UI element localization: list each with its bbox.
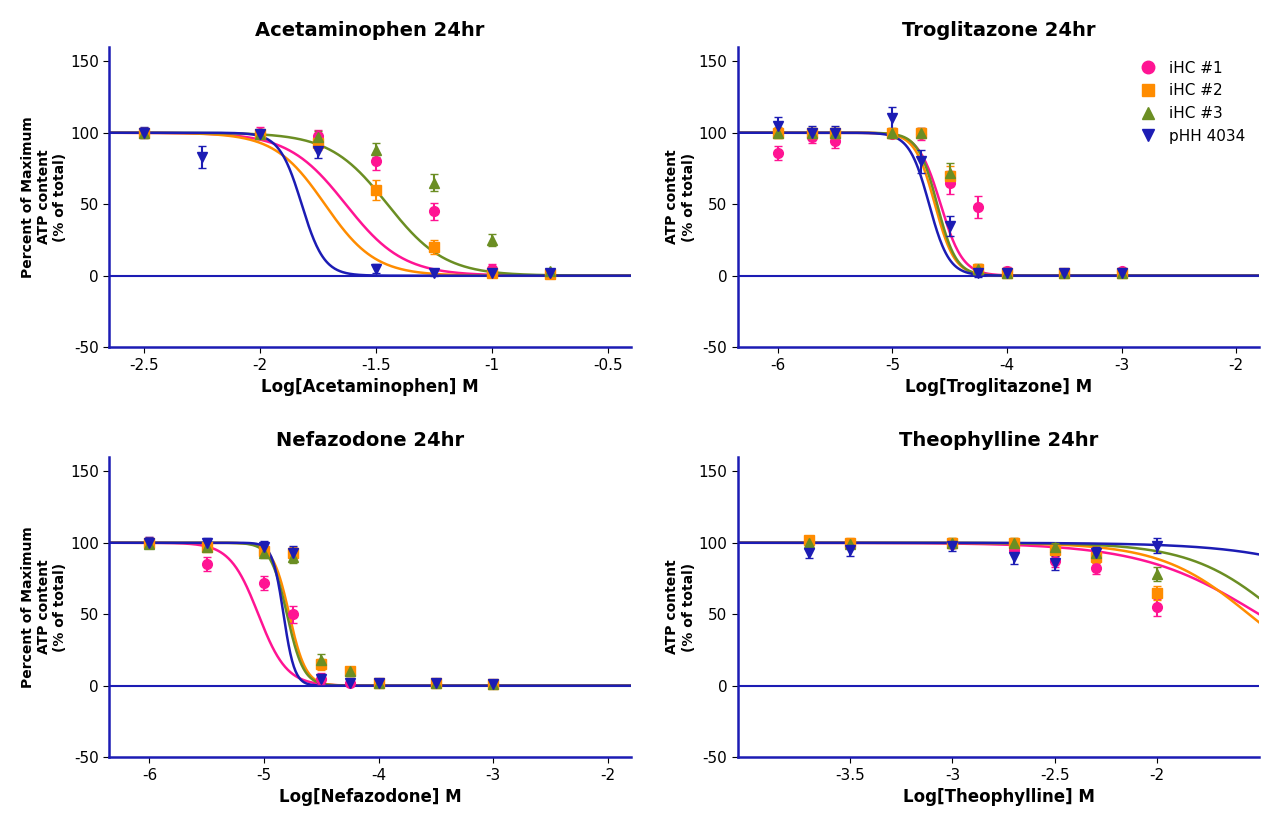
X-axis label: Log[Theophylline] M: Log[Theophylline] M (902, 788, 1094, 806)
Y-axis label: Percent of Maximum
ATP content
(% of total): Percent of Maximum ATP content (% of tot… (20, 116, 68, 278)
Title: Theophylline 24hr: Theophylline 24hr (899, 431, 1098, 450)
X-axis label: Log[Nefazodone] M: Log[Nefazodone] M (279, 788, 461, 806)
Title: Troglitazone 24hr: Troglitazone 24hr (901, 21, 1096, 40)
Y-axis label: ATP content
(% of total): ATP content (% of total) (666, 560, 695, 654)
X-axis label: Log[Acetaminophen] M: Log[Acetaminophen] M (261, 378, 479, 396)
Y-axis label: ATP content
(% of total): ATP content (% of total) (666, 150, 695, 245)
Title: Nefazodone 24hr: Nefazodone 24hr (276, 431, 465, 450)
X-axis label: Log[Troglitazone] M: Log[Troglitazone] M (905, 378, 1092, 396)
Title: Acetaminophen 24hr: Acetaminophen 24hr (255, 21, 485, 40)
Y-axis label: Percent of Maximum
ATP content
(% of total): Percent of Maximum ATP content (% of tot… (20, 526, 68, 688)
Legend: iHC #1, iHC #2, iHC #3, pHH 4034: iHC #1, iHC #2, iHC #3, pHH 4034 (1126, 55, 1252, 150)
